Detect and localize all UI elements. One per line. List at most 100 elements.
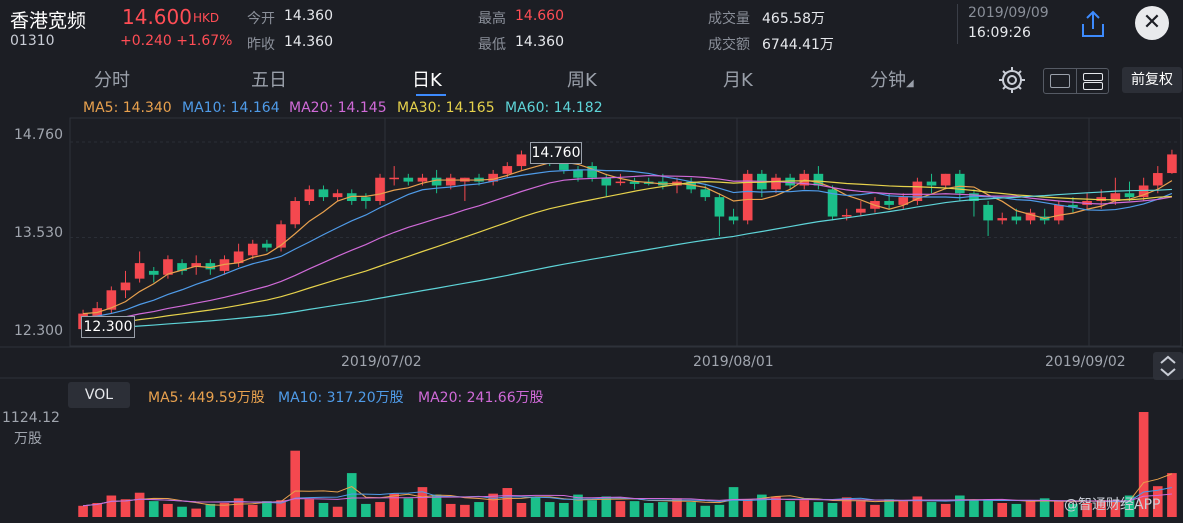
volume-bar — [516, 502, 527, 517]
candle-body — [884, 201, 894, 205]
candle-body — [177, 263, 187, 271]
vol-axis-top: 1124.12 — [2, 410, 60, 426]
prev-close-label: 昨收 — [247, 37, 275, 53]
volume-bar — [233, 498, 244, 517]
currency-label: HKD — [193, 11, 220, 25]
volume-bar — [191, 508, 202, 517]
volume-bar — [1096, 500, 1107, 517]
adjust-button[interactable]: 前复权 — [1122, 67, 1182, 93]
volume-bar — [1011, 503, 1022, 517]
volume-bar — [106, 495, 117, 517]
tab-daily-k[interactable]: 日K — [412, 70, 442, 91]
volume-bar — [601, 496, 612, 517]
candle-body — [516, 154, 527, 167]
vol-ma-line-20 — [83, 493, 1172, 507]
volume-bar — [983, 499, 993, 517]
close-button[interactable]: ✕ — [1135, 6, 1169, 40]
candle-body — [205, 263, 216, 270]
dual-panel-icon-bottom[interactable] — [1083, 82, 1103, 90]
share-icon[interactable] — [1077, 8, 1109, 40]
candle-body — [403, 177, 414, 182]
volume-bar — [1167, 473, 1177, 517]
close-icon: ✕ — [1142, 10, 1162, 35]
candle-body — [276, 224, 286, 248]
ma10-legend: MA10: 14.164 — [182, 100, 280, 116]
tab-weekly-k[interactable]: 周K — [567, 70, 597, 91]
ma-line-10 — [83, 169, 1173, 318]
volume-label: 成交量 — [708, 11, 750, 27]
candle-body — [106, 290, 117, 310]
high-marker: 14.760 — [530, 142, 582, 164]
candle-body — [700, 189, 711, 198]
candle-body — [1025, 212, 1036, 221]
volume-bar — [445, 503, 456, 517]
candle-body — [502, 166, 513, 174]
volume-bar — [474, 502, 484, 517]
date-axis-1: 2019/07/02 — [341, 354, 422, 370]
collapse-toggle[interactable] — [1153, 352, 1183, 380]
candle-body — [1124, 193, 1135, 198]
candle-body — [997, 218, 1008, 221]
candle-body — [1138, 185, 1149, 198]
candle-body — [1152, 173, 1163, 186]
candle-body — [955, 173, 965, 194]
volume-bar — [205, 503, 216, 517]
tab-minute[interactable]: 分钟◢ — [870, 66, 914, 92]
layout-toggle[interactable] — [1043, 68, 1109, 94]
candle-body — [615, 181, 626, 184]
date-axis-3: 2019/09/02 — [1045, 354, 1126, 370]
volume-bar — [686, 502, 696, 517]
candle-body — [361, 197, 371, 202]
low-label: 最低 — [478, 37, 506, 53]
volume-bar — [361, 503, 371, 517]
volume-bar — [460, 504, 470, 517]
volume-bar — [1152, 486, 1163, 517]
volume-bar — [78, 505, 88, 517]
volume-bar — [714, 504, 725, 517]
dropdown-triangle-icon: ◢ — [906, 78, 914, 89]
vol-axis-unit: 万股 — [14, 431, 42, 447]
vol-indicator-button[interactable]: VOL — [68, 382, 130, 408]
volume-bar — [262, 501, 272, 517]
volume-bar — [757, 494, 767, 517]
candle-body — [120, 282, 131, 291]
vol-ma10-legend: MA10: 317.20万股 — [278, 390, 404, 406]
volume-bar — [276, 500, 286, 517]
gear-icon[interactable] — [997, 65, 1027, 95]
volume-bar — [417, 487, 428, 517]
single-panel-icon[interactable] — [1050, 74, 1070, 88]
volume-value: 465.58万 — [762, 11, 825, 27]
tab-intraday[interactable]: 分时 — [94, 70, 130, 91]
active-tab-indicator — [416, 94, 446, 96]
volume-bar — [615, 501, 626, 517]
volume-bar — [1039, 498, 1050, 517]
dual-panel-icon-top[interactable] — [1083, 73, 1103, 81]
volume-bar — [544, 502, 555, 517]
volume-bar — [742, 499, 753, 517]
volume-bar — [488, 493, 498, 517]
open-label: 今开 — [247, 11, 275, 27]
volume-bar — [969, 500, 979, 517]
volume-bar — [163, 503, 173, 517]
candle-body — [445, 177, 456, 186]
candle-body — [841, 214, 852, 217]
volume-bar — [318, 502, 329, 517]
candle-body — [233, 251, 244, 264]
candle-body — [573, 169, 583, 178]
volume-bar — [332, 506, 343, 517]
volume-bar — [431, 494, 442, 517]
candle-body — [1068, 204, 1078, 208]
vol-ma20-legend: MA20: 241.66万股 — [418, 390, 544, 406]
tab-five-day[interactable]: 五日 — [251, 70, 287, 91]
volume-bar — [658, 502, 668, 517]
tab-monthly-k[interactable]: 月K — [723, 70, 753, 91]
candle-body — [983, 204, 993, 221]
volume-bar — [346, 473, 357, 517]
layout-divider — [1076, 69, 1077, 93]
volume-bar — [120, 499, 131, 517]
high-label: 最高 — [478, 11, 506, 27]
volume-bar — [672, 498, 682, 517]
volume-bar — [870, 504, 880, 517]
ma-line-20 — [83, 174, 1173, 322]
